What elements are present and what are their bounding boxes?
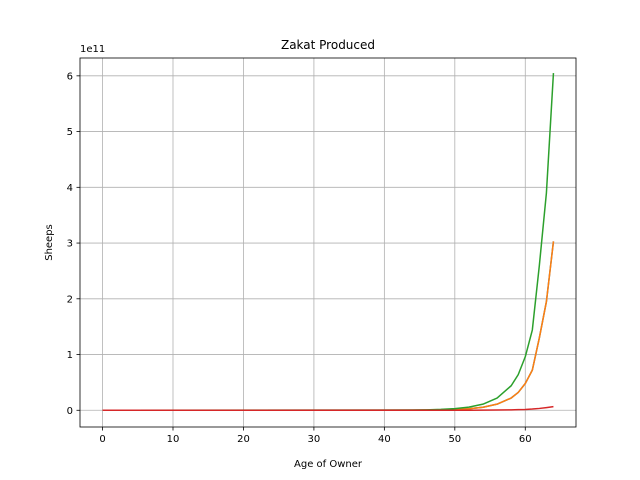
y-tick-label: 3 — [67, 239, 73, 250]
y-axis-title: Sheeps — [44, 224, 55, 261]
axis-ticks: 0 10 20 30 40 50 60 0 1 2 3 4 5 6 — [67, 71, 532, 445]
y-tick-label: 2 — [67, 294, 73, 305]
x-tick-label: 0 — [99, 434, 105, 445]
x-tick-label: 50 — [448, 434, 461, 445]
plot-frame — [79, 57, 577, 428]
x-tick-label: 30 — [308, 434, 321, 445]
series-lines — [102, 73, 555, 412]
y-tick-label: 0 — [67, 406, 73, 417]
series-line-4 — [102, 405, 554, 412]
y-tick-label: 6 — [67, 71, 73, 82]
x-axis-title: Age of Owner — [294, 459, 363, 470]
y-tick-label: 1 — [67, 350, 73, 361]
y-tick-label: 5 — [67, 127, 73, 138]
y-tick-label: 4 — [67, 183, 73, 194]
chart-title: Zakat Produced — [281, 38, 375, 52]
x-tick-label: 60 — [519, 434, 532, 445]
x-tick-label: 40 — [378, 434, 391, 445]
x-tick-label: 10 — [167, 434, 180, 445]
y-axis-offset-label: 1e11 — [80, 44, 105, 55]
x-tick-label: 20 — [237, 434, 250, 445]
